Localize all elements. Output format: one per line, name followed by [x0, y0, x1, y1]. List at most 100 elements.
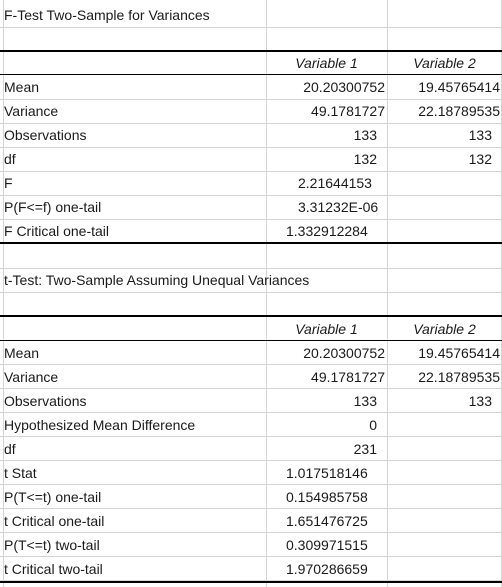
- var1-value: 133: [353, 127, 377, 143]
- ttest-title: t-Test: Two-Sample Assuming Unequal Vari…: [4, 272, 310, 288]
- ttest-header-top-border: [0, 315, 502, 317]
- var1-value: 49.1781727: [311, 369, 385, 385]
- row-divider: [0, 99, 502, 100]
- ftest-header-bottom-border: [0, 74, 502, 75]
- ftest-header-row: Variable 1 Variable 2: [0, 51, 502, 75]
- table-row[interactable]: df 231: [0, 437, 502, 461]
- row-divider: [0, 364, 502, 365]
- var1-value: 132: [353, 151, 377, 167]
- table-row[interactable]: t Critical two-tail 1.970286659: [0, 557, 502, 581]
- var1-value: 1.970286659: [286, 561, 368, 577]
- row-label: Mean: [4, 79, 40, 95]
- row-divider: [0, 27, 502, 28]
- row-label: t Stat: [4, 465, 37, 481]
- var2-value: 132: [468, 151, 492, 167]
- var1-value: 1.651476725: [286, 513, 368, 529]
- row-divider: [0, 532, 502, 533]
- var1-value: 3.31232E-06: [298, 199, 379, 215]
- row-label: F Critical one-tail: [4, 223, 110, 239]
- row-label: df: [4, 151, 16, 167]
- ftest-title: F-Test Two-Sample for Variances: [4, 7, 210, 23]
- var2-value: [387, 219, 502, 243]
- row-divider: [0, 171, 502, 172]
- ttest-bottom-border: [0, 581, 502, 583]
- table-row[interactable]: df 132 132: [0, 147, 502, 171]
- ftest-header-var2: Variable 2: [413, 55, 476, 71]
- row-divider: [0, 147, 502, 148]
- row-label: P(F<=f) one-tail: [4, 199, 102, 215]
- row-label: Observations: [4, 393, 87, 409]
- table-row[interactable]: F 2.21644153: [0, 171, 502, 195]
- var2-value: 133: [468, 393, 492, 409]
- var2-value: [387, 509, 502, 533]
- table-row[interactable]: t Stat 1.017518146: [0, 461, 502, 485]
- var1-value: 2.21644153: [298, 175, 372, 191]
- table-row[interactable]: Mean 20.20300752 19.45765414: [0, 75, 502, 99]
- var1-value: 49.1781727: [311, 103, 385, 119]
- row-divider: [0, 388, 502, 389]
- table-row[interactable]: P(T<=t) two-tail 0.309971515: [0, 533, 502, 557]
- var1-value: 231: [353, 441, 377, 457]
- var2-value: [387, 171, 502, 195]
- table-row[interactable]: Hypothesized Mean Difference 0: [0, 413, 502, 437]
- row-divider: [0, 292, 502, 293]
- ttest-header-bottom-border: [0, 340, 502, 341]
- row-divider: [0, 195, 502, 196]
- row-label: t Critical one-tail: [4, 513, 105, 529]
- row-divider: [0, 556, 502, 557]
- table-row[interactable]: Observations 133 133: [0, 389, 502, 413]
- row-divider: [0, 580, 502, 581]
- row-label: t Critical two-tail: [4, 561, 103, 577]
- row-label: P(T<=t) two-tail: [4, 537, 100, 553]
- ftest-header-var1: Variable 1: [295, 55, 358, 71]
- row-label: F: [4, 175, 13, 191]
- row-label: P(T<=t) one-tail: [4, 489, 102, 505]
- row-divider: [0, 436, 502, 437]
- table-row[interactable]: Observations 133 133: [0, 123, 502, 147]
- row-label: Mean: [4, 345, 40, 361]
- ftest-header-top-border: [0, 50, 502, 52]
- var2-value: [387, 557, 502, 581]
- ttest-header-row: Variable 1 Variable 2: [0, 317, 502, 341]
- var1-value: 133: [353, 393, 377, 409]
- ttest-header-var1: Variable 1: [295, 321, 358, 337]
- row-divider: [0, 508, 502, 509]
- row-divider: [0, 123, 502, 124]
- var2-value: 19.45765414: [418, 79, 500, 95]
- var1-value: 1.332912284: [286, 223, 368, 239]
- ttest-header-var2: Variable 2: [413, 321, 476, 337]
- var1-value: 0.154985758: [286, 489, 368, 505]
- table-row[interactable]: t Critical one-tail 1.651476725: [0, 509, 502, 533]
- var1-value: 0.309971515: [286, 537, 368, 553]
- var2-value: [387, 533, 502, 557]
- var2-value: [387, 413, 502, 437]
- var1-value: 0: [369, 417, 377, 433]
- ftest-bottom-border: [0, 242, 502, 244]
- row-divider: [0, 268, 502, 269]
- table-row[interactable]: F Critical one-tail 1.332912284: [0, 219, 502, 243]
- row-divider: [0, 412, 502, 413]
- row-divider: [0, 219, 502, 220]
- table-row[interactable]: Variance 49.1781727 22.18789535: [0, 365, 502, 389]
- var2-value: 133: [468, 127, 492, 143]
- column-divider: [266, 0, 267, 587]
- var2-value: [387, 195, 502, 219]
- var2-value: 19.45765414: [418, 345, 500, 361]
- table-row[interactable]: P(F<=f) one-tail 3.31232E-06: [0, 195, 502, 219]
- var2-value: [387, 461, 502, 485]
- table-row[interactable]: Variance 49.1781727 22.18789535: [0, 99, 502, 123]
- var2-value: 22.18789535: [418, 369, 500, 385]
- column-divider: [387, 0, 388, 587]
- row-divider: [0, 484, 502, 485]
- row-label: Variance: [4, 103, 59, 119]
- table-row[interactable]: Mean 20.20300752 19.45765414: [0, 341, 502, 365]
- row-label: Variance: [4, 369, 59, 385]
- ftest-title-row: F-Test Two-Sample for Variances: [0, 3, 502, 27]
- var2-value: [387, 485, 502, 509]
- row-divider: [0, 460, 502, 461]
- grid-left-border: [3, 0, 4, 587]
- table-row[interactable]: P(T<=t) one-tail 0.154985758: [0, 485, 502, 509]
- var1-value: 20.20300752: [303, 345, 385, 361]
- var1-value: 1.017518146: [286, 465, 368, 481]
